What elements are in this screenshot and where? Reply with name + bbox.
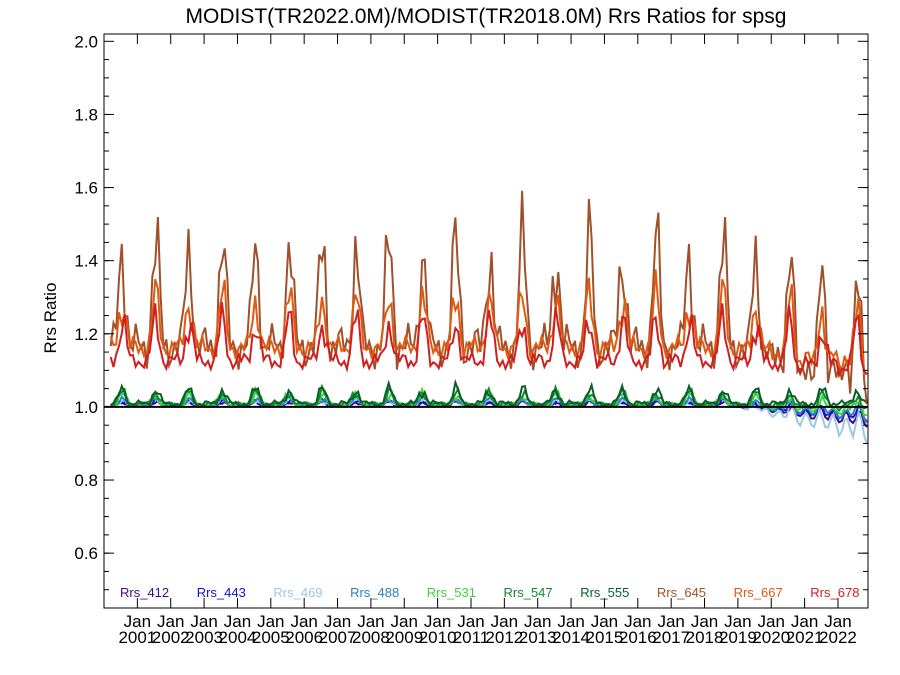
plot-frame [103,33,869,609]
legend-item-rrs_531: Rrs_531 [427,585,476,600]
axes: 0.60.81.01.21.41.61.82.0Jan2001Jan2002Ja… [74,32,869,647]
legend-item-rrs_645: Rrs_645 [657,585,706,600]
x-tick-label-month: Jan [657,612,684,631]
x-tick-label-year: 2003 [185,628,223,647]
legend-item-rrs_488: Rrs_488 [350,585,399,600]
x-tick-label-year: 2007 [319,628,357,647]
x-tick-label-year: 2006 [285,628,323,647]
y-tick-label: 1.0 [74,398,98,417]
legend-item-rrs_678: Rrs_678 [810,585,859,600]
y-tick-label: 1.6 [74,179,98,198]
x-tick-label-year: 2017 [652,628,690,647]
y-tick-label: 1.8 [74,105,98,124]
x-tick-label-year: 2020 [752,628,790,647]
x-tick-label-month: Jan [758,612,785,631]
legend: Rrs_412 Rrs_443 Rrs_469 Rrs_488 Rrs_531 Rrs_5… [120,585,859,600]
series-line-rrs_667 [109,269,868,375]
x-tick-label-month: Jan [824,612,851,631]
x-tick-label-year: 2021 [786,628,824,647]
series-line-rrs_555 [110,378,868,409]
x-tick-label-year: 2019 [719,628,757,647]
x-tick-label-month: Jan [157,612,184,631]
x-tick-label-month: Jan [190,612,217,631]
chart-title: MODIST(TR2022.0M)/MODIST(TR2018.0M) Rrs … [186,5,787,28]
x-tick-label-month: Jan [724,612,751,631]
x-tick-label-year: 2014 [552,628,590,647]
x-tick-label-year: 2015 [586,628,624,647]
x-tick-label-month: Jan [424,612,451,631]
x-tick-label-month: Jan [224,612,251,631]
x-tick-label-month: Jan [290,612,317,631]
series-line-rrs_678 [109,301,868,379]
x-tick-label-year: 2012 [485,628,523,647]
legend-item-rrs_412: Rrs_412 [120,585,169,600]
y-tick-label: 2.0 [74,32,98,51]
x-tick-label-year: 2016 [619,628,657,647]
legend-item-rrs_443: Rrs_443 [197,585,246,600]
series-layer [104,190,868,445]
x-tick-label-year: 2008 [352,628,390,647]
x-tick-label-month: Jan [691,612,718,631]
x-tick-label-month: Jan [257,612,284,631]
x-tick-label-year: 2018 [686,628,724,647]
x-tick-label-month: Jan [557,612,584,631]
x-tick-label-year: 2009 [385,628,423,647]
x-tick-label-month: Jan [324,612,351,631]
x-tick-label-year: 2022 [819,628,857,647]
y-axis-label: Rrs Ratio [41,283,60,354]
x-tick-label-year: 2011 [453,628,490,647]
legend-item-rrs_555: Rrs_555 [580,585,629,600]
x-tick-label-year: 2002 [152,628,190,647]
x-tick-label-year: 2005 [252,628,290,647]
x-tick-label-month: Jan [524,612,551,631]
y-tick-label: 1.2 [74,325,98,344]
legend-item-rrs_667: Rrs_667 [734,585,783,600]
x-tick-label-year: 2013 [519,628,557,647]
legend-item-rrs_547: Rrs_547 [504,585,553,600]
x-tick-label-month: Jan [357,612,384,631]
x-tick-label-month: Jan [791,612,818,631]
x-tick-label-month: Jan [391,612,418,631]
x-tick-label-month: Jan [491,612,518,631]
x-tick-label-year: 2001 [118,628,156,647]
x-tick-label-year: 2004 [219,628,257,647]
y-tick-label: 1.4 [74,252,98,271]
y-tick-label: 0.6 [74,544,98,563]
legend-item-rrs_469: Rrs_469 [273,585,322,600]
x-tick-label-month: Jan [591,612,618,631]
x-tick-label-month: Jan [457,612,484,631]
x-tick-label-year: 2010 [419,628,457,647]
x-tick-label-month: Jan [124,612,151,631]
y-tick-label: 0.8 [74,471,98,490]
x-tick-label-month: Jan [624,612,651,631]
